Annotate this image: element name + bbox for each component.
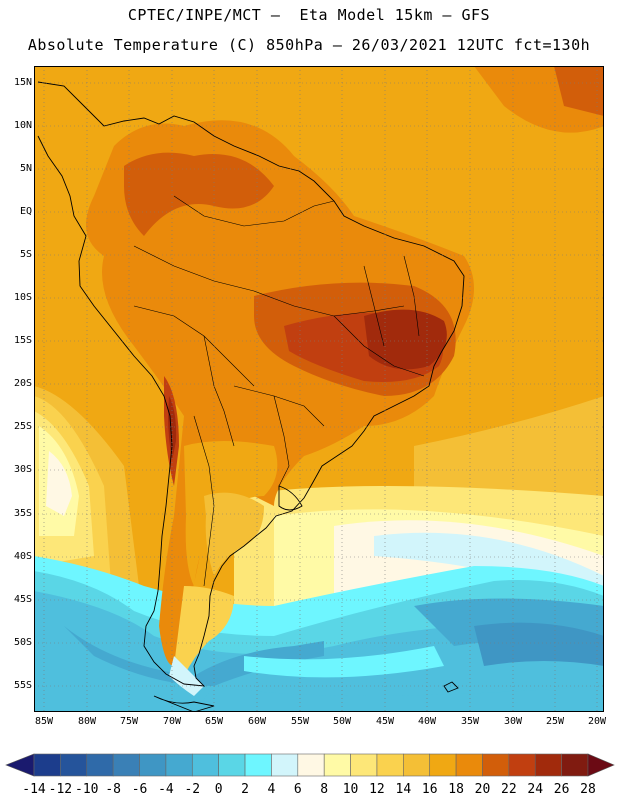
land-20-22 — [124, 152, 274, 236]
colorbar-label: 10 — [342, 782, 359, 797]
lon-label: 20W — [587, 716, 607, 727]
field-2-4 — [244, 646, 444, 678]
lon-label: 60W — [247, 716, 267, 727]
map-title: CPTEC/INPE/MCT – Eta Model 15km – GFS — [127, 6, 491, 24]
lat-label: 30S — [13, 464, 32, 475]
grid — [34, 66, 604, 712]
colorbar-label: 0 — [214, 782, 223, 797]
colorbar-label: -6 — [131, 782, 148, 797]
lon-label: 70W — [162, 716, 182, 727]
colorbar-label: -14 — [22, 782, 46, 797]
lon-label: 30W — [503, 716, 523, 727]
colorbar-label: 28 — [580, 782, 596, 797]
colorbar-swatch — [297, 753, 325, 777]
colorbar-swatch — [271, 753, 299, 777]
colorbar-swatch — [376, 753, 404, 777]
land-14-16 — [204, 492, 264, 576]
colorbar-swatch — [482, 753, 510, 777]
lat-label: 20S — [13, 378, 32, 389]
colorbar — [5, 753, 615, 777]
map-subtitle: Absolute Temperature (C) 850hPa – 26/03/… — [27, 36, 591, 54]
land-24-26 — [364, 309, 447, 370]
field-20-22 — [554, 66, 604, 116]
colorbar-label: 8 — [320, 782, 329, 797]
coastlines — [37, 81, 465, 712]
lat-label: 40S — [13, 551, 32, 562]
colorbar-left-arrow — [5, 753, 35, 777]
colorbar-label: -2 — [184, 782, 201, 797]
colorbar-label: 14 — [395, 782, 412, 797]
colorbar-swatch — [33, 753, 61, 777]
lon-label: 75W — [119, 716, 139, 727]
colorbar-swatch — [403, 753, 431, 777]
colorbar-label: -12 — [48, 782, 73, 797]
colorbar-swatch — [165, 753, 193, 777]
colorbar-swatch — [139, 753, 167, 777]
colorbar-swatch — [323, 753, 351, 777]
land-4-6 — [169, 656, 204, 696]
lat-label: 10N — [13, 120, 32, 131]
temperature-map — [34, 66, 604, 712]
lat-label: EQ — [19, 206, 32, 217]
colorbar-label: 16 — [421, 782, 438, 797]
colorbar-swatch — [191, 753, 219, 777]
land-18-20 — [86, 120, 474, 667]
colorbar-label: 4 — [267, 782, 276, 797]
land-12-14 — [174, 586, 234, 676]
lat-label: 10S — [13, 292, 32, 303]
colorbar-label: -8 — [105, 782, 121, 797]
land-24-26 — [168, 396, 177, 461]
lat-label: 45S — [13, 594, 32, 605]
colorbar-label: 24 — [527, 782, 544, 797]
colorbar-swatch — [86, 753, 114, 777]
colorbar-label: -4 — [158, 782, 174, 797]
field-m2-0 — [194, 686, 604, 712]
lat-label: 5N — [19, 163, 32, 174]
colorbar-swatch — [244, 753, 272, 777]
colorbar-swatch — [112, 753, 140, 777]
colorbar-label: 12 — [369, 782, 385, 797]
colorbar-swatch — [429, 753, 457, 777]
colorbar-right-arrow — [587, 753, 615, 777]
colorbar-label: 2 — [241, 782, 249, 797]
colorbar-label: 6 — [293, 782, 302, 797]
colorbar-swatch — [561, 753, 589, 777]
lat-label: 50S — [13, 637, 32, 648]
colorbar-label: 20 — [474, 782, 491, 797]
colorbar-label: -10 — [75, 782, 99, 797]
lat-label: 15N — [13, 77, 32, 88]
lon-label: 35W — [460, 716, 480, 727]
lon-label: 50W — [332, 716, 352, 727]
lon-label: 45W — [375, 716, 395, 727]
colorbar-swatch — [218, 753, 246, 777]
field-m6-m4 — [474, 622, 604, 666]
colorbar-label: 22 — [501, 782, 517, 797]
colorbar-label: 26 — [553, 782, 570, 797]
lat-label: 15S — [13, 335, 32, 346]
lon-label: 40W — [417, 716, 437, 727]
lon-label: 25W — [545, 716, 565, 727]
lon-label: 55W — [290, 716, 310, 727]
lat-label: 35S — [13, 508, 32, 519]
land-16-18 — [184, 441, 278, 586]
map-frame — [34, 66, 604, 712]
colorbar-swatch — [350, 753, 378, 777]
field-6-8 — [46, 451, 72, 516]
lat-label: 55S — [13, 680, 32, 691]
colorbar-swatch — [60, 753, 88, 777]
borders — [133, 195, 425, 587]
field-m4-m2 — [64, 626, 324, 686]
lon-label: 65W — [204, 716, 224, 727]
colorbar-swatch — [534, 753, 562, 777]
lon-label: 85W — [34, 716, 54, 727]
lat-label: 25S — [13, 421, 32, 432]
colorbar-swatch — [455, 753, 483, 777]
colorbar-swatch — [508, 753, 536, 777]
lon-label: 80W — [77, 716, 97, 727]
lat-label: 5S — [19, 249, 32, 260]
colorbar-label: 18 — [448, 782, 464, 797]
